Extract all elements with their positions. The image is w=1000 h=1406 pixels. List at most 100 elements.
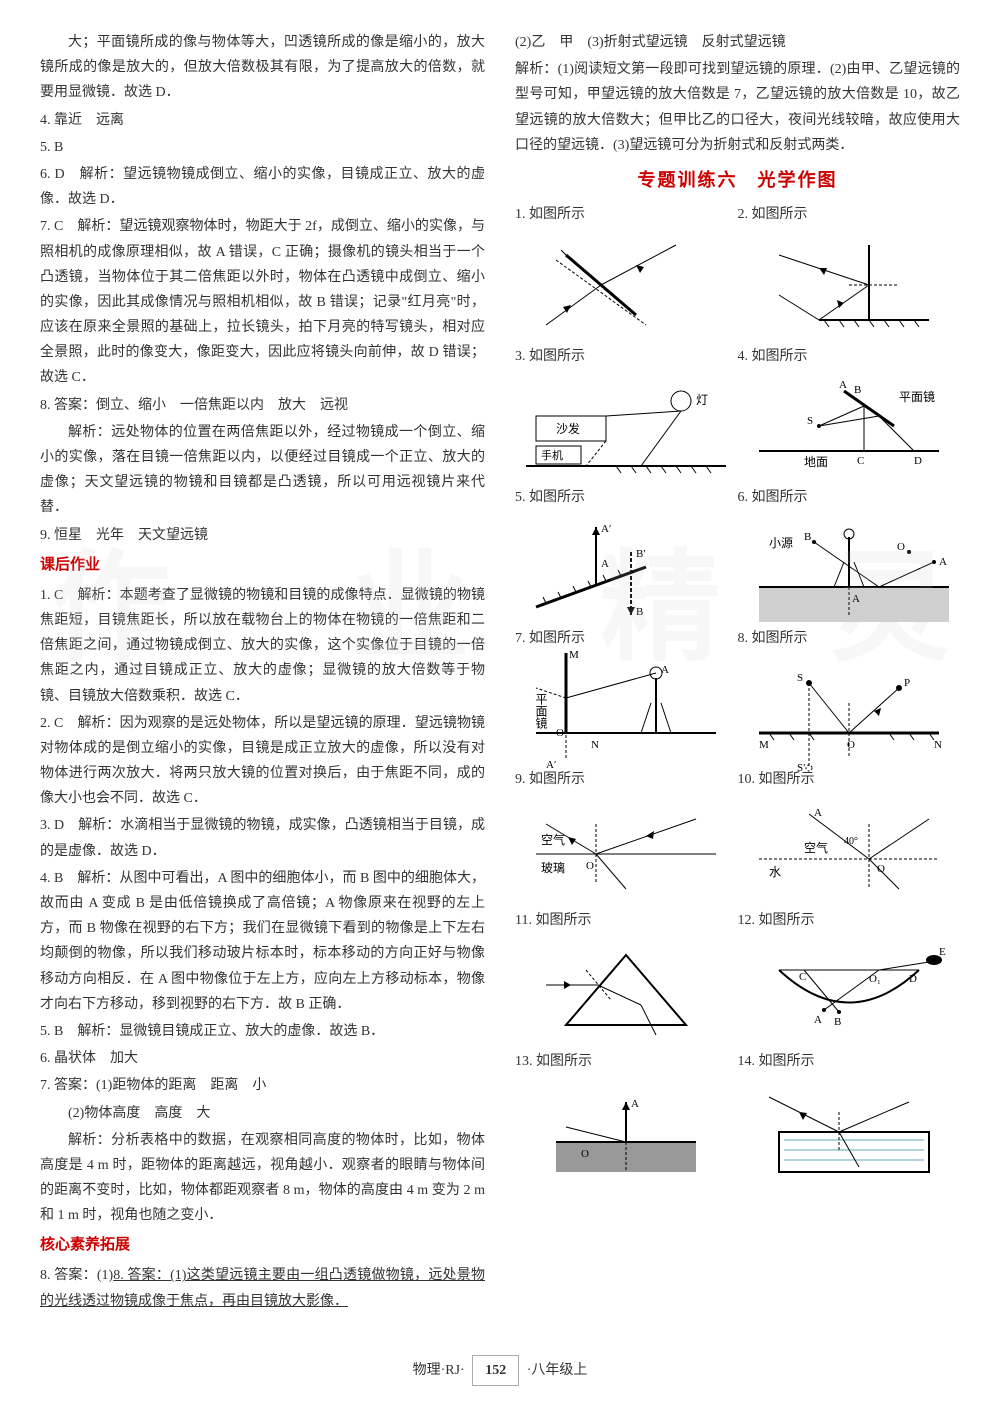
para: 4. 靠近 远离 xyxy=(40,108,485,133)
page-number: 152 xyxy=(472,1355,519,1386)
figure-14: 14. 如图所示 xyxy=(738,1049,961,1186)
para: 解析：分析表格中的数据，在观察相同高度的物体时，比如，物体高度是 4 m 时，距… xyxy=(40,1128,485,1229)
answer-underline: 8. 答案：(1)这类望远镜主要由一组凸透镜做物镜，远处景物的光线透过物镜成像于… xyxy=(40,1268,485,1308)
figure-2: 2. 如图所示 xyxy=(738,202,961,339)
para: 9. 恒星 光年 天文望远镜 xyxy=(40,523,485,548)
para: 8. 答案：倒立、缩小 一倍焦距以内 放大 远视 xyxy=(40,393,485,418)
topic-title: 专题训练六 光学作图 xyxy=(515,164,960,196)
label: A′ xyxy=(601,523,611,535)
para: (2)物体高度 高度 大 xyxy=(40,1101,485,1126)
figure-13: 13. 如图所示 A O xyxy=(515,1049,738,1186)
para: 6. D 解析：望远镜物镜成倒立、缩小的实像，目镜成正立、放大的虚像．故选 D． xyxy=(40,162,485,212)
para: 6. 晶状体 加大 xyxy=(40,1046,485,1071)
label: B′ xyxy=(636,548,646,560)
figure-label: 9. 如图所示 xyxy=(515,767,738,792)
section-title: 核心素养拓展 xyxy=(40,1232,485,1259)
label: M xyxy=(759,739,769,751)
figure-row: 7. 如图所示 平面镜 M O N A A′ xyxy=(515,626,960,763)
figure-row: 5. 如图所示 A′ A B′ B 6. 如图所示 xyxy=(515,485,960,622)
figure-label: 4. 如图所示 xyxy=(738,344,961,369)
label: P xyxy=(904,677,910,689)
figure-label: 12. 如图所示 xyxy=(738,908,961,933)
figure-5: 5. 如图所示 A′ A B′ B xyxy=(515,485,738,622)
label: B xyxy=(854,384,861,396)
label: B xyxy=(804,531,811,543)
figure-10: 10. 如图所示 空气 水 O A 40° xyxy=(738,767,961,904)
figure-7: 7. 如图所示 平面镜 M O N A A′ xyxy=(515,626,738,763)
label: A xyxy=(939,556,947,568)
label: 40° xyxy=(844,836,858,847)
label: A xyxy=(852,593,860,605)
svg-text:O₁: O₁ xyxy=(869,973,881,985)
label: C xyxy=(799,971,806,983)
optics-diagram-10: 空气 水 O A 40° xyxy=(749,804,949,894)
figure-row: 11. 如图所示 12. 如图所示 E xyxy=(515,908,960,1045)
figure-row: 1. 如图所示 2. 如 xyxy=(515,202,960,339)
figure-row: 9. 如图所示 空气 玻璃 O 10. 如图所示 xyxy=(515,767,960,904)
para: 解析：远处物体的位置在两倍焦距以外，经过物镜成一个倒立、缩小的实像，落在目镜一倍… xyxy=(40,420,485,521)
optics-diagram-4: 地面 平面镜 A B S C D xyxy=(749,376,949,476)
figure-12: 12. 如图所示 E A B C O₁ D xyxy=(738,908,961,1045)
label: 空气 xyxy=(804,840,828,855)
label: O xyxy=(581,1148,589,1160)
label: N xyxy=(591,739,599,751)
optics-diagram-2 xyxy=(759,235,939,335)
footer-left: 物理·RJ· xyxy=(413,1363,465,1378)
figure-1: 1. 如图所示 xyxy=(515,202,738,339)
label: B xyxy=(636,606,643,618)
label: A xyxy=(601,558,609,570)
label: A xyxy=(814,1014,822,1026)
figure-label: 10. 如图所示 xyxy=(738,767,961,792)
label: 平面镜 xyxy=(899,389,935,404)
section-title: 课后作业 xyxy=(40,552,485,579)
figure-label: 13. 如图所示 xyxy=(515,1049,738,1074)
optics-diagram-5: A′ A B′ B xyxy=(526,507,726,627)
para: 8. 答案：(1)8. 答案：(1)这类望远镜主要由一组凸透镜做物镜，远处景物的… xyxy=(40,1263,485,1313)
figure-6: 6. 如图所示 小源 B A O A xyxy=(738,485,961,622)
figure-label: 2. 如图所示 xyxy=(738,202,961,227)
right-column: (2)乙 甲 (3)折射式望远镜 反射式望远镜 解析：(1)阅读短文第一段即可找… xyxy=(515,30,960,1316)
optics-diagram-11 xyxy=(526,940,726,1040)
optics-diagram-9: 空气 玻璃 O xyxy=(526,804,726,894)
label: O xyxy=(847,739,855,751)
label: O xyxy=(586,860,594,872)
figure-row: 13. 如图所示 A O 14. 如图所示 xyxy=(515,1049,960,1186)
para: 4. B 解析：从图中可看出，A 图中的细胞体小，而 B 图中的细胞体大，故而由… xyxy=(40,866,485,1017)
figure-row: 3. 如图所示 沙发 手机 灯 4. 如图所示 xyxy=(515,344,960,481)
label: E xyxy=(939,946,946,958)
figure-3: 3. 如图所示 沙发 手机 灯 xyxy=(515,344,738,481)
label: 沙发 xyxy=(556,421,580,436)
label: C xyxy=(857,455,864,467)
label: A xyxy=(814,807,822,819)
label: A xyxy=(661,664,669,676)
label: N xyxy=(934,739,942,751)
figure-label: 1. 如图所示 xyxy=(515,202,738,227)
label: S xyxy=(797,672,803,684)
para: 7. 答案：(1)距物体的距离 距离 小 xyxy=(40,1073,485,1098)
label: O xyxy=(897,541,905,553)
left-column: 大；平面镜所成的像与物体等大，凹透镜所成的像是缩小的，放大镜所成的像是放大的，但… xyxy=(40,30,485,1316)
label: 灯 xyxy=(696,393,708,407)
para: 5. B xyxy=(40,135,485,160)
label: 平面镜 xyxy=(534,693,548,729)
label: A xyxy=(631,1098,639,1110)
optics-diagram-13: A O xyxy=(526,1082,726,1182)
label: M xyxy=(569,649,579,661)
label: 小源 xyxy=(769,536,793,550)
figure-11: 11. 如图所示 xyxy=(515,908,738,1045)
figure-4: 4. 如图所示 地面 平面镜 A B S C D xyxy=(738,344,961,481)
figure-9: 9. 如图所示 空气 玻璃 O xyxy=(515,767,738,904)
label: 空气 xyxy=(541,832,565,847)
para: 解析：(1)阅读短文第一段即可找到望远镜的原理．(2)由甲、乙望远镜的型号可知，… xyxy=(515,57,960,158)
label: A xyxy=(839,379,847,391)
label: 地面 xyxy=(804,455,828,469)
label: 玻璃 xyxy=(541,861,565,875)
optics-diagram-14 xyxy=(749,1082,949,1182)
para: 3. D 解析：水滴相当于显微镜的物镜，成实像，凸透镜相当于目镜，成的是虚像．故… xyxy=(40,813,485,863)
label: D xyxy=(909,973,917,985)
page-footer: 物理·RJ· 152 ·八年级上 xyxy=(0,1355,1000,1386)
figure-8: 8. 如图所示 M N O S P S′ xyxy=(738,626,961,763)
footer-right: ·八年级上 xyxy=(527,1363,588,1378)
label: D xyxy=(914,455,922,467)
label: 水 xyxy=(769,865,781,879)
